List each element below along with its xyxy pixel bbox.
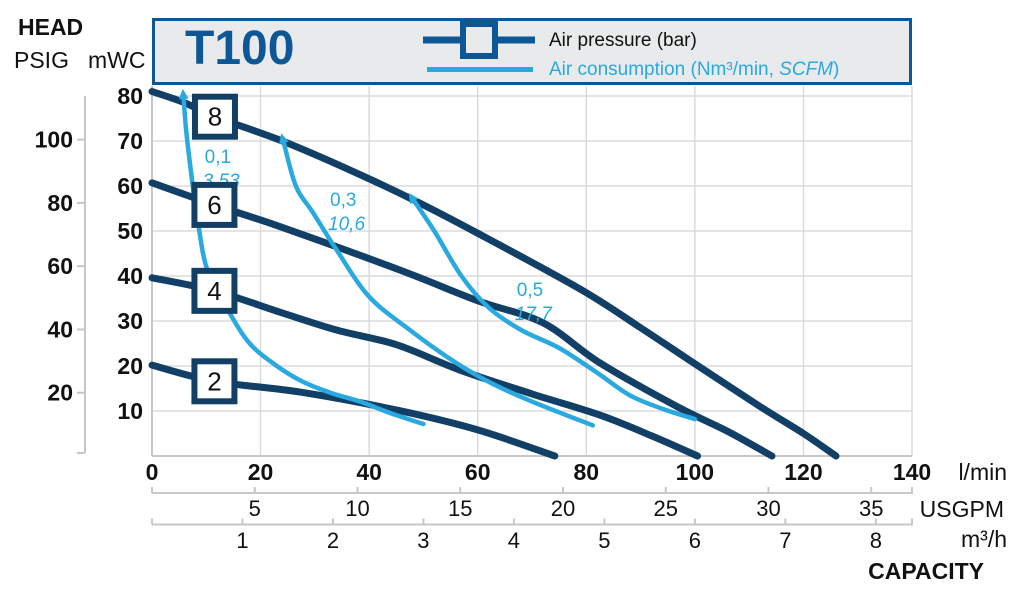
psig-tick-label: 60: [47, 253, 73, 279]
usgpm-tick-label: 20: [551, 496, 575, 521]
x-axis-lmin: 0 20 40 60 80 100 120 140: [146, 459, 932, 485]
legend-box: T100 Air pressure (bar) Air consumption …: [152, 18, 912, 85]
lmin-tick-label: 60: [465, 459, 491, 485]
head-axis-title: HEAD: [18, 14, 84, 40]
consumption-label-scfm: 17,7: [515, 304, 553, 325]
psig-axis-title: PSIG: [14, 47, 69, 73]
page-title: T100: [185, 22, 295, 75]
psig-tick-label: 100: [35, 127, 73, 153]
pressure-marker-2-bar: 2: [191, 358, 238, 405]
pressure-marker-box: [191, 93, 238, 140]
lmin-tick-label: 80: [573, 459, 599, 485]
consumption-curve-arrowhead: [408, 192, 419, 204]
usgpm-tick-label: 30: [756, 496, 780, 521]
x-axis-m3h: 1 2 3 4 5 6 7 8: [151, 518, 913, 553]
mwc-tick-label: 30: [117, 308, 143, 334]
usgpm-tick-label: 25: [653, 496, 677, 521]
m3h-tick-label: 6: [689, 528, 701, 553]
usgpm-tick-label: 5: [249, 496, 261, 521]
usgpm-tick-label: 15: [448, 496, 472, 521]
pressure-curve-6-bar: [148, 179, 776, 460]
air-consumption-label-prefix: Air consumption (Nm³/min,: [549, 59, 780, 80]
lmin-tick-label: 20: [248, 459, 274, 485]
m3h-tick-label: 8: [870, 528, 882, 553]
usgpm-tick-label: 10: [345, 496, 369, 521]
mwc-tick-label: 80: [117, 83, 143, 109]
air-consumption-legend-label: Air consumption (Nm³/min, SCFM): [549, 60, 839, 79]
mwc-tick-label: 50: [117, 218, 143, 244]
pressure-marker-4-bar: 4: [191, 267, 238, 314]
lmin-tick-label: 100: [676, 459, 714, 485]
pressure-markers: 8 6 4 2: [191, 93, 238, 405]
pressure-marker-box: [191, 267, 238, 314]
m3h-tick-label: 3: [417, 528, 429, 553]
pressure-marker-value: 8: [208, 102, 222, 132]
pressure-marker-value: 6: [207, 190, 221, 220]
pressure-marker-box: [191, 181, 238, 228]
consumption-curves: 0,13,530,310,60,517,7: [178, 88, 698, 428]
pressure-marker-box: [191, 358, 238, 405]
m3h-tick-label: 4: [508, 528, 520, 553]
lmin-tick-label: 0: [146, 459, 159, 485]
psig-tick-label: 20: [47, 380, 73, 406]
air-pressure-legend-marker: [423, 21, 535, 59]
air-pressure-legend-label: Air pressure (bar): [549, 30, 697, 51]
consumption-label-scfm: 10,6: [328, 214, 365, 235]
air-consumption-legend-marker: [427, 67, 533, 72]
psig-tick-label: 40: [47, 316, 73, 342]
capacity-axis-title: CAPACITY: [868, 558, 984, 584]
lmin-unit-label: l/min: [958, 459, 1007, 485]
pressure-curve-8-bar: [148, 88, 840, 460]
consumption-curve-1: [281, 138, 596, 428]
mwc-tick-label: 60: [117, 173, 143, 199]
m3h-tick-label: 1: [236, 528, 248, 553]
consumption-label-nm3min: 0,5: [517, 280, 543, 301]
consumption-label-nm3min: 0,1: [205, 147, 231, 168]
consumption-curve-arrowhead: [178, 88, 189, 100]
pressure-marker-6-bar: 6: [191, 181, 238, 228]
pressure-marker-value: 2: [207, 366, 221, 396]
consumption-curve-arrowhead: [279, 133, 289, 145]
mwc-tick-label: 10: [117, 398, 143, 424]
plot-frame: [151, 86, 912, 457]
air-consumption-label-scfm: SCFM: [779, 59, 833, 80]
x-axis-usgpm: 5 10 15 20 25 30 35: [151, 487, 913, 521]
usgpm-tick-label: 35: [859, 496, 883, 521]
y-axis-mwc: 10 20 30 40 50 60 70 80: [117, 83, 143, 424]
lmin-tick-label: 140: [893, 459, 931, 485]
pressure-marker-8-bar: 8: [191, 93, 238, 140]
consumption-curve-2: [410, 197, 698, 422]
pressure-curve-4-bar: [148, 274, 702, 460]
mwc-tick-label: 70: [117, 128, 143, 154]
mwc-tick-label: 40: [117, 263, 143, 289]
m3h-tick-label: 5: [598, 528, 610, 553]
lmin-tick-label: 120: [784, 459, 822, 485]
consumption-label-nm3min: 0,3: [330, 190, 356, 211]
mwc-tick-label: 20: [117, 353, 143, 379]
mwc-axis-title: mWC: [88, 47, 146, 73]
lmin-tick-label: 40: [356, 459, 382, 485]
air-consumption-label-suffix: ): [833, 59, 840, 80]
pressure-marker-value: 4: [207, 276, 221, 306]
y-axis-psig: 20 40 60 80 100: [35, 96, 86, 454]
psig-tick-label: 80: [47, 190, 73, 216]
m3h-unit-label: m³/h: [961, 526, 1007, 552]
usgpm-unit-label: USGPM: [919, 496, 1004, 522]
pressure-curves: [148, 88, 840, 460]
m3h-tick-label: 7: [779, 528, 791, 553]
m3h-tick-label: 2: [327, 528, 339, 553]
